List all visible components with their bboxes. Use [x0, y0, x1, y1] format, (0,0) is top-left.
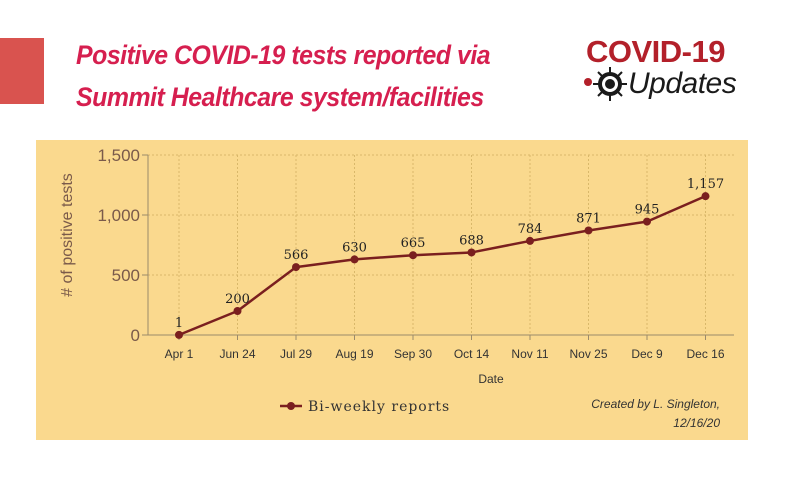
covid-updates-logo: COVID-19 Updates	[580, 36, 760, 102]
x-tick-label: Jun 24	[219, 347, 255, 361]
data-label: 200	[225, 292, 250, 307]
chart-panel	[36, 140, 748, 440]
data-label: 1	[175, 316, 183, 331]
x-tick-label: Oct 14	[454, 347, 490, 361]
data-point	[409, 251, 417, 260]
series-line	[178, 195, 706, 337]
y-tick-label: 1,000	[97, 206, 140, 225]
x-tick-label: Aug 19	[335, 347, 373, 361]
data-point	[350, 255, 359, 264]
data-point	[643, 217, 651, 226]
line-chart: 0 500 1,000 1,500 Apr 1 Jun 24 Jul 29 Aug 19 Sep…	[59, 146, 734, 415]
credit-line-2: 12/16/20	[673, 416, 720, 430]
page-title: Positive COVID-19 tests reported via Sum…	[76, 34, 518, 118]
credit-line-1: Created by L. Singleton,	[591, 397, 720, 411]
logo-bottom-text: Updates	[628, 67, 737, 100]
x-tick-label: Nov 25	[569, 347, 607, 361]
data-point	[175, 330, 183, 339]
title-line-2: Summit Healthcare system/facilities	[76, 82, 484, 112]
x-tick-label: Nov 11	[511, 347, 548, 361]
virus-icon	[584, 67, 627, 101]
data-point	[292, 263, 300, 272]
title-line-1: Positive COVID-19 tests reported via	[76, 40, 491, 70]
x-tick-label: Apr 1	[165, 347, 194, 361]
data-point	[701, 192, 710, 201]
data-label: 688	[459, 233, 484, 248]
x-tick-label: Dec 16	[686, 347, 724, 361]
y-tick-label: 0	[131, 326, 140, 345]
data-label: 665	[401, 236, 426, 251]
x-tick-label: Dec 9	[631, 347, 663, 361]
data-point	[526, 236, 534, 245]
data-point	[467, 248, 476, 257]
data-label: 784	[518, 222, 543, 237]
data-point	[233, 307, 242, 315]
y-tick-label: 500	[112, 266, 140, 285]
legend-label: Bi-weekly reports	[308, 399, 450, 415]
accent-block	[0, 38, 44, 104]
logo-top-text: COVID-19	[586, 34, 725, 69]
y-tick-label: 1,500	[97, 146, 140, 165]
data-label: 945	[635, 203, 660, 218]
legend-marker	[287, 402, 295, 410]
data-label: 871	[576, 211, 601, 226]
data-point	[584, 226, 593, 235]
data-label: 566	[284, 248, 309, 263]
credit-note: Created by L. Singleton, 12/16/20	[560, 395, 720, 433]
data-label: 1,157	[687, 177, 724, 192]
x-tick-label: Jul 29	[280, 347, 312, 361]
x-tick-label: Sep 30	[394, 347, 432, 361]
x-axis-title: Date	[478, 372, 504, 386]
y-axis-title: # of positive tests	[59, 173, 76, 297]
data-label: 630	[342, 240, 367, 255]
